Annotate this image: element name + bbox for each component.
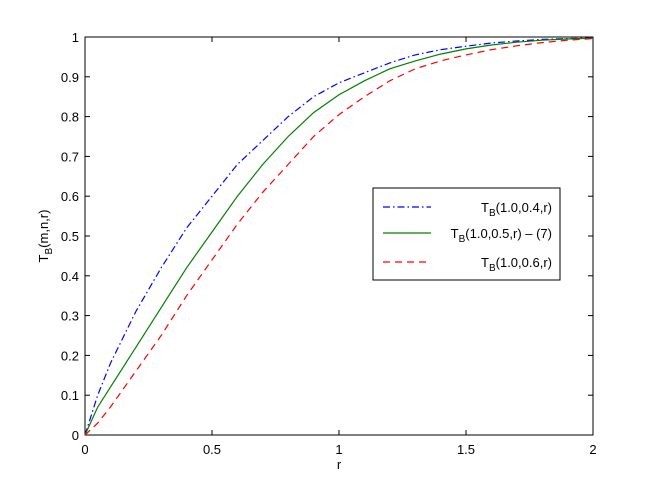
y-tick-label: 0.8	[61, 110, 79, 125]
series-lines	[84, 37, 594, 436]
x-axis-label: r	[337, 457, 342, 472]
y-tick-label: 0.9	[61, 70, 79, 85]
y-tick-label: 0.3	[61, 309, 79, 324]
y-axis-label: TB(m,n,r)	[36, 210, 55, 263]
y-tick-label: 1	[72, 30, 79, 45]
x-tick-label: 2	[589, 442, 596, 457]
series-line-1	[84, 37, 594, 436]
x-tick-label: 0.5	[203, 442, 221, 457]
series-line-2	[84, 37, 594, 436]
legend-box	[372, 187, 561, 281]
legend: TB(1.0,0.4,r) TB(1.0,0.5,r) – (7) TB(1.0,0…	[372, 187, 561, 281]
y-tick-label: 0.4	[61, 269, 79, 284]
y-tick-label: 0.2	[61, 348, 79, 363]
y-tick-label: 0.6	[61, 189, 79, 204]
legend-label-3: TB(1.0,0.6,r)	[481, 255, 552, 274]
legend-items: TB(1.0,0.4,r) TB(1.0,0.5,r) – (7) TB(1.0,0…	[383, 200, 552, 274]
y-tick-label: 0.1	[61, 388, 79, 403]
y-tick-label: 0.5	[61, 229, 79, 244]
x-tick-label: 0	[81, 442, 88, 457]
legend-label-1: TB(1.0,0.4,r)	[481, 200, 552, 219]
legend-label-2: TB(1.0,0.5,r) – (7)	[451, 226, 552, 245]
y-tick-label: 0	[72, 428, 79, 443]
y-tick-label: 0.7	[61, 149, 79, 164]
x-tick-label: 1.5	[457, 442, 475, 457]
x-tick-label: 1	[335, 442, 342, 457]
axis-ticks: 0 0.5 1 1.5 2 0 0.1 0.2 0.3 0.4 0.5 0.6 0.7 0.8 0.9 1	[61, 30, 597, 457]
series-line-3	[84, 38, 594, 436]
